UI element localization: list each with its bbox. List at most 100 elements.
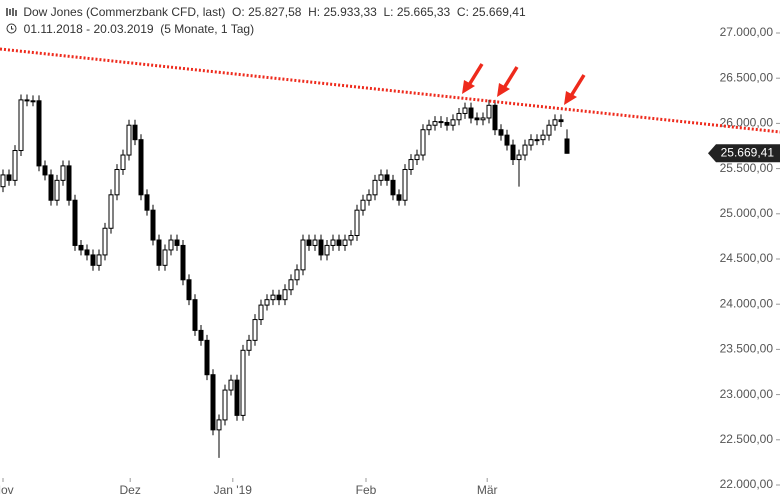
- candle-body: [408, 159, 414, 170]
- candle-body: [198, 329, 204, 341]
- candle-body: [516, 154, 522, 161]
- candle-body: [90, 254, 96, 266]
- subtitle: 01.11.2018 - 20.03.2019 (5 Monate, 1 Tag…: [23, 22, 255, 36]
- candle-body: [564, 138, 570, 154]
- clock-icon: [6, 23, 17, 34]
- candle-body: [354, 209, 360, 236]
- candle-body: [420, 129, 426, 156]
- title: Dow Jones (Commerzbank CFD, last) O: 25.…: [23, 5, 526, 19]
- candle-body: [132, 124, 138, 141]
- y-tick-label: 24.500,00: [720, 251, 774, 265]
- header-subtitle: 01.11.2018 - 20.03.2019 (5 Monate, 1 Tag…: [6, 22, 254, 36]
- candle-body: [186, 279, 192, 301]
- candle-body: [210, 374, 216, 431]
- candle-body: [330, 239, 336, 246]
- candle-body: [18, 99, 24, 152]
- chart-icon: [6, 8, 17, 16]
- candle-body: [72, 199, 78, 246]
- candle-body: [444, 121, 450, 126]
- candle-body: [504, 134, 510, 146]
- candle-body: [270, 294, 276, 301]
- candle-body: [246, 339, 252, 351]
- y-tick-label: 26.500,00: [720, 70, 774, 84]
- candle-body: [156, 239, 162, 266]
- plot: 22.000,00 22.500,00 23.000,00 23.500,00 24.0…: [0, 25, 780, 497]
- x-tick-label: Dez: [120, 483, 141, 497]
- candle-body: [258, 304, 264, 321]
- candle-body: [150, 209, 156, 241]
- candle-body: [348, 234, 354, 241]
- candle-body: [522, 144, 528, 156]
- candle-body: [456, 112, 462, 121]
- candle-body: [432, 121, 438, 126]
- candle-body: [546, 124, 552, 136]
- candle-body: [366, 194, 372, 201]
- y-tick-label: 23.000,00: [720, 387, 774, 401]
- candle-body: [30, 100, 36, 103]
- candle-body: [264, 299, 270, 306]
- candle-body: [336, 239, 342, 246]
- candle-body: [498, 129, 504, 136]
- candle-body: [372, 179, 378, 196]
- candle-body: [174, 239, 180, 246]
- trendline: [0, 47, 780, 134]
- candle-body: [396, 194, 402, 201]
- candle-body: [120, 154, 126, 170]
- arrows: [462, 63, 586, 105]
- last-price-box: [708, 144, 780, 163]
- candle-body: [468, 107, 474, 119]
- candle-body: [288, 279, 294, 291]
- candle-body: [114, 168, 120, 196]
- x-tick-label: Jan '19: [214, 483, 253, 497]
- y-tick-label: 25.000,00: [720, 206, 774, 220]
- y-tick-label: 23.500,00: [720, 342, 774, 356]
- candle-body: [492, 104, 498, 131]
- candle-body: [180, 244, 186, 281]
- candle-body: [384, 174, 390, 181]
- y-tick-label: 25.500,00: [720, 161, 774, 175]
- candle-body: [426, 124, 432, 131]
- candle-body: [204, 339, 210, 376]
- candle-body: [84, 249, 90, 256]
- candle-body: [168, 239, 174, 251]
- candle-body: [462, 107, 468, 114]
- last-price-label: 25.669,41: [721, 145, 775, 159]
- y-tick-label: 26.000,00: [720, 116, 774, 130]
- candle-body: [252, 319, 258, 341]
- candle-body: [480, 117, 486, 121]
- y-tick-label: 22.000,00: [720, 477, 774, 491]
- candle-body: [78, 244, 84, 251]
- candle-body: [558, 119, 564, 123]
- header-title: Dow Jones (Commerzbank CFD, last) O: 25.…: [6, 5, 526, 19]
- candle-body: [510, 144, 516, 161]
- candle-body: [108, 194, 114, 229]
- candle-body: [282, 289, 288, 301]
- candle-body: [306, 239, 312, 246]
- candle-body: [360, 199, 366, 211]
- candle-body: [24, 99, 30, 102]
- candle-body: [342, 239, 348, 246]
- candle-body: [60, 165, 66, 181]
- candle-body: [390, 179, 396, 196]
- candle-body: [438, 121, 444, 124]
- candle-body: [300, 239, 306, 271]
- candle-body: [54, 179, 60, 201]
- candle-body: [402, 168, 408, 201]
- candle-body: [528, 139, 534, 146]
- candle-body: [450, 119, 456, 126]
- candle-body: [96, 254, 102, 266]
- candle-body: [534, 139, 540, 142]
- candle-body: [294, 269, 300, 281]
- candle-body: [138, 139, 144, 196]
- candle-body: [486, 104, 492, 119]
- candle-body: [552, 119, 558, 126]
- candle-body: [162, 249, 168, 266]
- candle-body: [240, 349, 246, 416]
- candle-body: [414, 154, 420, 161]
- candle-body: [234, 379, 240, 416]
- x-tick-label: Feb: [356, 483, 377, 497]
- candle-body: [222, 389, 228, 421]
- candle-body: [36, 100, 42, 167]
